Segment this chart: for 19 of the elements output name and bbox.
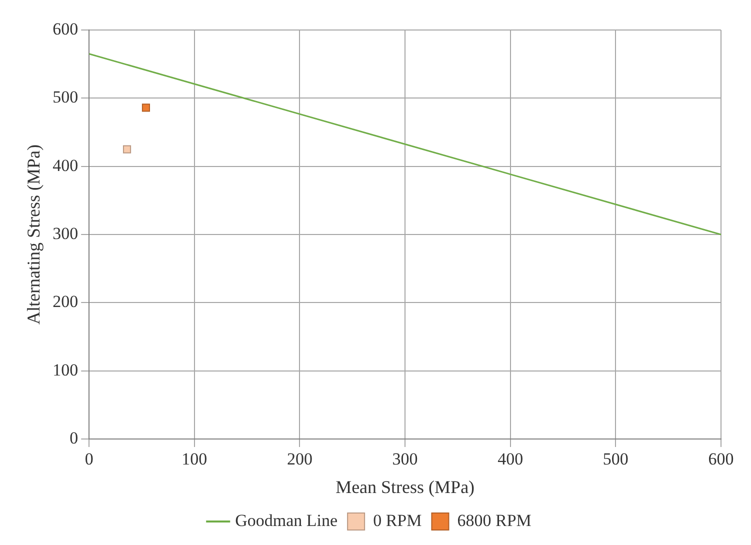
x-tick-label: 600 [708,450,734,469]
y-tick-label: 400 [52,156,78,175]
x-tick-label: 500 [602,450,628,469]
y-tick-label: 500 [52,88,78,107]
x-tick-label: 300 [392,450,418,469]
x-tick-label: 0 [84,450,94,469]
y-axis-title: Alternating Stress (MPa) [24,144,44,324]
y-tick-label: 0 [70,428,78,448]
y-tick-label: 600 [52,19,78,38]
y-tick-label: 100 [52,360,78,380]
y-tick-label: 300 [52,224,78,243]
legend-label: 6800 RPM [457,510,532,530]
legend-label: 0 RPM [373,510,422,530]
x-tick-label: 200 [286,450,312,469]
x-axis-title: Mean Stress (MPa) [336,476,475,497]
legend-label: Goodman Line [235,510,338,530]
y-tick-label: 200 [52,292,78,312]
x-tick-label: 100 [182,450,208,469]
x-tick-label: 400 [498,450,524,469]
